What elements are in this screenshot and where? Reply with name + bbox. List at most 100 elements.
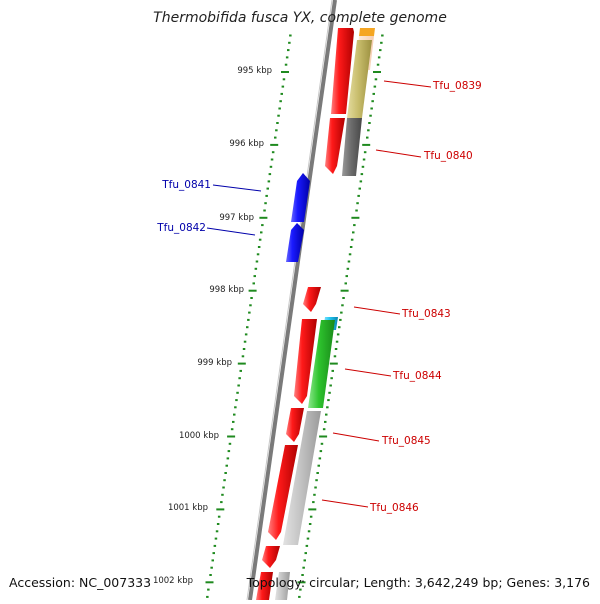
minor-tick-mark (210, 566, 213, 569)
minor-tick-mark (250, 297, 253, 299)
minor-tick-mark (333, 355, 337, 358)
minor-tick-mark (256, 253, 260, 256)
minor-tick-mark (358, 187, 361, 190)
gene-label-tfu-0844[interactable]: Tfu_0844 (392, 370, 442, 382)
major-tick-mark (227, 435, 236, 438)
cds-feature[interactable] (262, 546, 280, 568)
tick-label: 997 kbp (219, 213, 254, 223)
minor-tick-mark (221, 493, 224, 496)
minor-tick-mark (362, 158, 366, 161)
minor-tick-mark (372, 92, 375, 95)
tick-label: 996 kbp (229, 139, 264, 149)
minor-tick-mark (325, 413, 328, 416)
minor-tick-mark (247, 318, 250, 321)
gene-label-tfu-0840[interactable]: Tfu_0840 (423, 150, 473, 162)
minor-tick-mark (287, 49, 290, 52)
minor-tick-mark (361, 165, 365, 168)
tick-label: 1000 kbp (179, 431, 219, 441)
minor-tick-mark (318, 457, 322, 460)
gene-label-tfu-0845[interactable]: Tfu_0845 (381, 435, 431, 447)
minor-tick-mark (212, 552, 215, 555)
minor-tick-mark (260, 231, 263, 234)
tick-marks (205, 34, 384, 598)
minor-tick-mark (271, 151, 275, 154)
minor-tick-mark (235, 399, 238, 402)
minor-tick-mark (214, 537, 218, 540)
minor-tick-mark (241, 355, 245, 358)
leader-tfu-0843 (353, 306, 401, 315)
cds-feature[interactable] (286, 408, 304, 442)
minor-tick-mark (255, 260, 259, 263)
minor-tick-mark (228, 442, 232, 445)
major-tick-mark (362, 143, 371, 146)
minor-tick-mark (345, 275, 348, 278)
minor-tick-mark (368, 122, 371, 124)
minor-tick-mark (277, 114, 280, 117)
cds-feature[interactable] (294, 319, 317, 404)
minor-tick-mark (244, 333, 248, 336)
minor-tick-mark (238, 377, 241, 380)
minor-tick-mark (299, 588, 302, 591)
label-leaders (206, 80, 432, 508)
gene-label-tfu-0842[interactable]: Tfu_0842 (156, 222, 206, 234)
minor-tick-mark (263, 209, 266, 212)
minor-tick-mark (209, 574, 212, 576)
minor-tick-mark (366, 136, 369, 139)
minor-tick-mark (249, 304, 252, 307)
minor-tick-mark (252, 282, 255, 285)
minor-tick-mark (268, 173, 272, 176)
minor-tick-mark (232, 420, 235, 423)
minor-tick-mark (312, 501, 315, 504)
minor-tick-mark (225, 464, 228, 467)
minor-tick-mark (215, 530, 219, 533)
minor-tick-mark (379, 49, 382, 52)
minor-tick-mark (284, 63, 288, 66)
feature-dark[interactable] (342, 118, 362, 176)
minor-tick-mark (320, 442, 324, 445)
cds-feature[interactable] (256, 572, 273, 600)
cds-feature[interactable] (325, 118, 345, 174)
genome-backbone (248, 0, 337, 601)
minor-tick-mark (234, 406, 237, 409)
minor-tick-mark (314, 486, 317, 489)
minor-tick-mark (371, 100, 374, 103)
leader-tfu-0842 (206, 227, 256, 236)
gene-label-tfu-0846[interactable]: Tfu_0846 (369, 502, 419, 514)
minor-tick-mark (350, 238, 354, 241)
cds-feature[interactable] (286, 223, 304, 262)
minor-tick-mark (236, 391, 239, 394)
feature-green[interactable] (308, 320, 335, 408)
minor-tick-mark (357, 194, 360, 197)
minor-tick-mark (363, 151, 367, 154)
minor-tick-mark (223, 479, 226, 482)
major-tick-mark (205, 581, 214, 584)
cds-feature[interactable] (291, 173, 310, 222)
major-tick-mark (216, 508, 225, 511)
minor-tick-mark (359, 180, 363, 183)
minor-tick-mark (266, 187, 269, 190)
gene-label-tfu-0843[interactable]: Tfu_0843 (401, 308, 451, 320)
minor-tick-mark (352, 231, 355, 234)
minor-tick-mark (304, 552, 307, 555)
minor-tick-mark (226, 457, 230, 460)
minor-tick-mark (303, 559, 306, 562)
minor-tick-mark (315, 479, 318, 482)
feature-olive[interactable] (347, 40, 372, 118)
feature-lightgray[interactable] (283, 411, 321, 545)
cds-feature[interactable] (331, 28, 354, 114)
leader-tfu-0845 (332, 432, 380, 442)
gene-label-tfu-0839[interactable]: Tfu_0839 (432, 80, 482, 92)
cds-feature[interactable] (268, 445, 298, 540)
feature-orange (359, 28, 375, 36)
minor-tick-mark (342, 297, 345, 299)
feature-lightgray[interactable] (275, 572, 290, 600)
gene-label-tfu-0841[interactable]: Tfu_0841 (161, 179, 211, 191)
minor-tick-mark (248, 311, 251, 314)
minor-tick-mark (319, 450, 323, 453)
leader-tfu-0840 (375, 149, 422, 158)
cds-feature[interactable] (303, 287, 321, 312)
minor-tick-mark (282, 78, 286, 81)
minor-tick-mark (328, 391, 331, 394)
minor-tick-mark (329, 384, 332, 387)
minor-tick-mark (274, 136, 277, 139)
